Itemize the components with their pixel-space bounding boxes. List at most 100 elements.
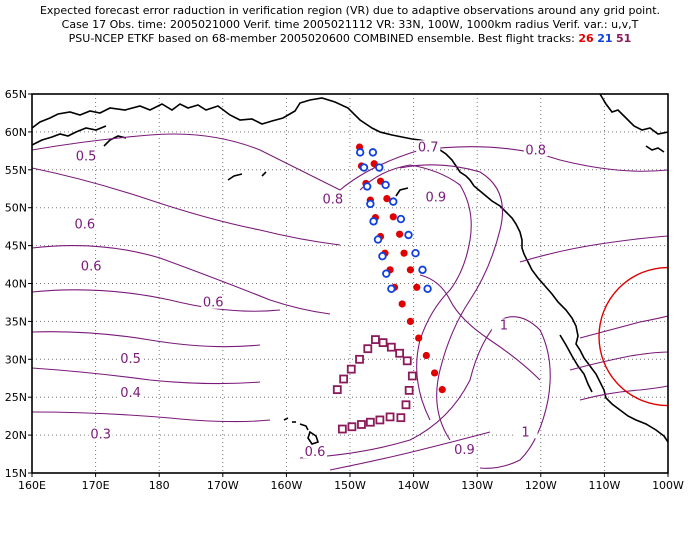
track-51-point	[346, 364, 356, 374]
contour-label: 0.6	[305, 445, 326, 460]
track-51-point	[339, 374, 349, 384]
track-21-point	[368, 148, 378, 157]
lat-tick-label: 55N	[5, 164, 27, 177]
lat-tick-label: 20N	[5, 429, 27, 442]
map-title-line-2: Case 17 Obs. time: 2005021000 Verif. tim…	[61, 18, 639, 31]
track-26-point	[422, 351, 430, 360]
track-26-point	[389, 213, 397, 221]
contour-label: 0.5	[76, 149, 97, 164]
contour-label: 0.8	[322, 193, 343, 208]
lon-tick-label: 170W	[207, 479, 239, 492]
contour-label-bg	[423, 190, 448, 204]
track-21-point	[373, 235, 383, 244]
contour-label: 1	[500, 318, 508, 333]
track-21-point	[369, 217, 378, 226]
track-21-point	[366, 199, 375, 209]
track-21-legend: 21	[597, 32, 613, 45]
contour-label-bg	[88, 427, 113, 441]
contour-label-bg	[303, 445, 328, 459]
lon-tick-label: 180	[149, 479, 170, 492]
contour-label: 0.4	[120, 386, 141, 401]
lat-tick-label: 25N	[5, 391, 27, 404]
verification-region-circle	[598, 266, 668, 407]
track-21-point	[382, 269, 391, 278]
contour-label: 0.8	[525, 143, 546, 158]
track-51-legend: 51	[616, 32, 632, 45]
track-21-point	[418, 265, 427, 275]
track-21-point	[396, 214, 406, 224]
contour-label-bg	[320, 192, 345, 206]
track-21-point	[389, 197, 398, 206]
contour-label-bg	[452, 442, 477, 456]
track-51-point	[363, 344, 373, 354]
track-51-point	[386, 342, 396, 352]
lat-tick-label: 40N	[5, 278, 27, 291]
lon-tick-label: 160E	[18, 479, 46, 492]
track-21-point	[375, 163, 384, 172]
track-21-point	[404, 230, 413, 240]
map-title-line-3: PSU-NCEP ETKF based on 68-member 2005020…	[0, 32, 700, 45]
track-21-point	[362, 182, 372, 191]
contour-label: 0.3	[90, 428, 111, 443]
track-26-point	[415, 334, 423, 342]
track-51-point	[396, 413, 406, 423]
title-line-3-prefix: PSU-NCEP ETKF based on 68-member 2005020…	[68, 32, 575, 45]
track-51-point	[371, 335, 380, 344]
track-26-point	[383, 195, 391, 203]
lat-tick-label: 45N	[5, 240, 27, 253]
lat-tick-label: 50N	[5, 202, 27, 215]
track-51-point	[385, 412, 395, 422]
lat-tick-label: 15N	[5, 467, 27, 480]
contour-label: 0.6	[81, 259, 102, 274]
contour-labels: 0.5 0.6 0.6 0.6 0.5 0.4 0.3 0.6 0.8 0.7 0.8 0.9 1 1 0.…	[72, 140, 548, 460]
lon-tick-label: 100W	[652, 479, 684, 492]
axis-ticks: 160E 170E 180 170W 160W 150W 140W 130W 120W 110W 1…	[5, 88, 684, 492]
lon-tick-label: 160W	[270, 479, 302, 492]
contour-label-bg	[79, 259, 104, 273]
track-26-point	[438, 386, 446, 394]
contour-label-bg	[491, 318, 516, 332]
contour-label-bg	[523, 143, 548, 157]
track-26-point	[406, 266, 415, 274]
track-51-point	[357, 420, 366, 429]
lon-tick-label: 150W	[334, 479, 366, 492]
track-51-point	[355, 354, 364, 364]
track-51-point	[332, 385, 342, 395]
lon-tick-label: 110W	[588, 479, 620, 492]
map-grid	[32, 94, 668, 473]
track-51-point	[378, 338, 388, 348]
track-51-point	[337, 424, 347, 434]
track-21-point	[423, 284, 432, 294]
lat-tick-label: 30N	[5, 353, 27, 366]
contour-label: 0.9	[426, 190, 447, 205]
track-21-point	[359, 163, 369, 172]
lon-tick-label: 120W	[525, 479, 557, 492]
track-21-point	[378, 252, 387, 261]
map-title-line-1: Expected forecast error raduction in ver…	[39, 4, 661, 17]
contour-label: 0.5	[120, 352, 141, 367]
lon-tick-label: 140W	[398, 479, 430, 492]
error-reduction-contours	[32, 133, 668, 471]
track-21-point	[381, 180, 390, 190]
lon-tick-label: 130W	[461, 479, 493, 492]
lat-tick-label: 60N	[5, 126, 27, 139]
track-21-point	[411, 248, 420, 258]
contour-label-bg	[201, 295, 226, 309]
contour-label: 0.7	[418, 140, 439, 155]
contour-label: 0.6	[74, 218, 95, 233]
track-51-point	[404, 385, 414, 395]
track-21-point	[355, 148, 365, 157]
track-26-legend: 26	[578, 32, 594, 45]
lon-tick-label: 170E	[82, 479, 110, 492]
contour-label-bg	[74, 149, 99, 163]
lat-tick-label: 35N	[5, 315, 27, 328]
track-26-point	[430, 369, 439, 377]
track-51-point	[407, 371, 417, 381]
contour-label: 0.9	[454, 443, 475, 458]
track-51-point	[395, 348, 405, 358]
contour-label-bg	[118, 351, 143, 365]
track-51-point	[402, 356, 412, 366]
track-51-point	[347, 422, 357, 432]
track-21-point	[387, 284, 396, 294]
